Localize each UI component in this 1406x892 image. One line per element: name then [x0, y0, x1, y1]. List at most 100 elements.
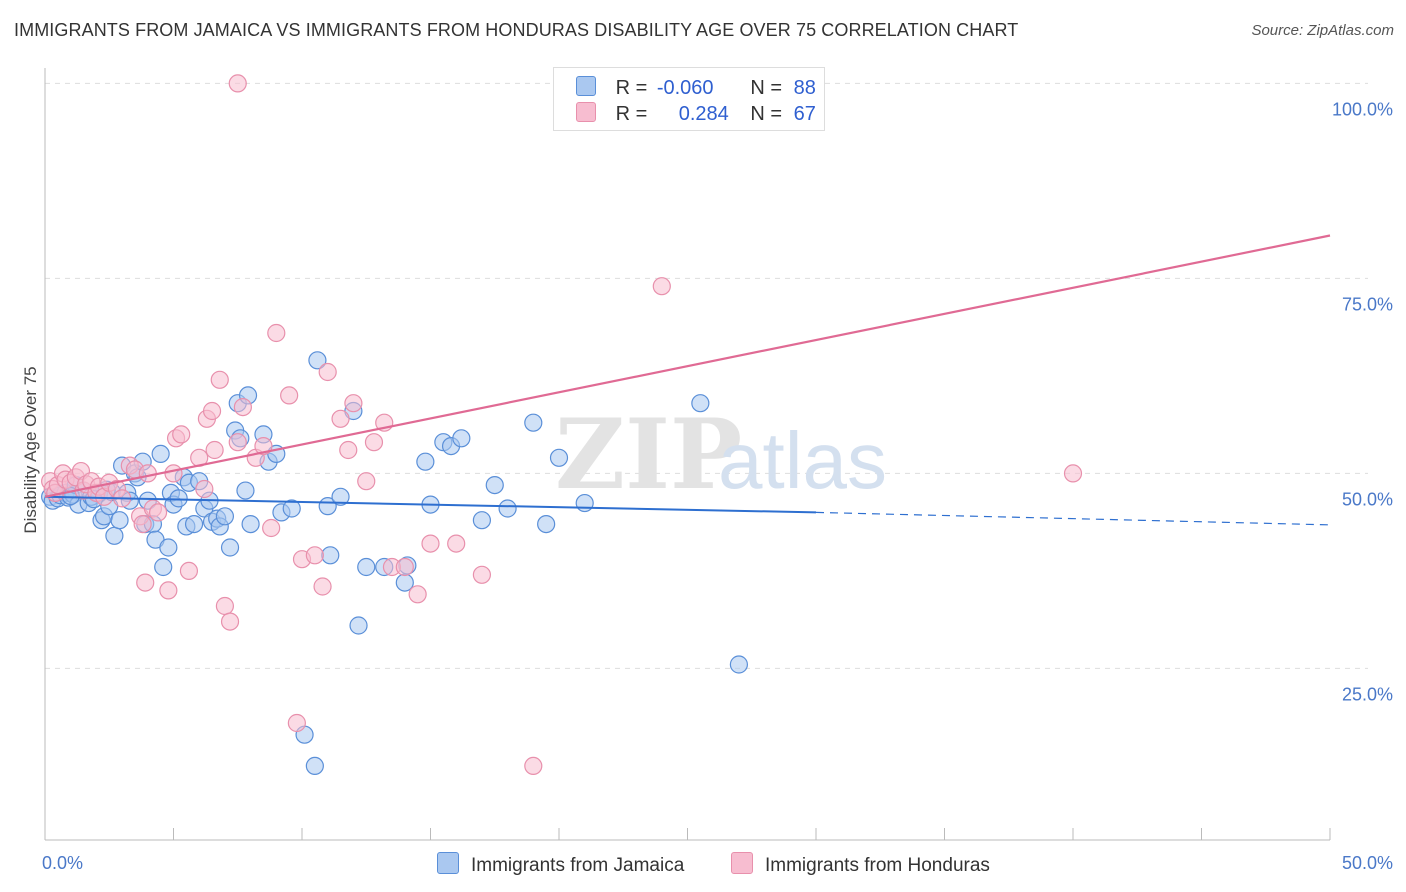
x-tick-labels: 0.0% 50.0% — [42, 853, 1393, 873]
jamaica-point — [151, 444, 170, 463]
jamaica-point — [452, 429, 471, 448]
honduras-point — [136, 573, 155, 592]
jamaica-swatch — [576, 76, 596, 96]
jamaica-point — [184, 514, 204, 534]
watermark-atlas: atlas — [718, 416, 887, 505]
y-tick-label: 50.0% — [1342, 489, 1393, 509]
honduras-point — [202, 401, 222, 421]
correlation-legend: R = -0.060 N = 88 R = 0.284 N = 67 — [553, 67, 825, 131]
jamaica-point — [236, 481, 255, 500]
jamaica-point — [485, 476, 504, 495]
y-tick-labels: 25.0% 50.0% 75.0% 100.0% — [1332, 99, 1393, 704]
honduras-point — [138, 464, 157, 483]
legend-label-honduras: Immigrants from Honduras — [765, 855, 990, 876]
chart-title: IMMIGRANTS FROM JAMAICA VS IMMIGRANTS FR… — [14, 20, 1019, 40]
jamaica-trend-extension — [815, 511, 1331, 526]
honduras-point — [148, 503, 168, 522]
honduras-point — [159, 581, 178, 600]
y-axis-label: Disability Age Over 75 — [21, 366, 40, 533]
legend-item-honduras: Immigrants from Honduras — [731, 852, 990, 877]
honduras-point — [179, 561, 199, 581]
jamaica-point — [498, 499, 517, 518]
legend-r-value: 0.284 — [678, 103, 729, 125]
jamaica-point — [549, 448, 569, 467]
legend-item-jamaica: Immigrants from Jamaica — [437, 852, 684, 877]
jamaica-point — [575, 493, 594, 513]
source-label: Source: ZipAtlas.com — [1251, 22, 1394, 39]
honduras-point — [220, 612, 240, 631]
jamaica-point — [357, 557, 376, 577]
legend-r-label: R = — [615, 103, 648, 125]
legend-n-value: 88 — [793, 77, 816, 99]
jamaica-point — [169, 489, 188, 508]
honduras-point — [472, 565, 491, 584]
honduras-point — [408, 585, 427, 604]
honduras-swatch — [576, 102, 596, 122]
honduras-point — [1063, 464, 1083, 483]
honduras-point — [395, 557, 414, 577]
jamaica-point — [349, 616, 368, 635]
legend-row-honduras: R = 0.284 N = 67 — [576, 102, 816, 128]
jamaica-point — [220, 538, 240, 557]
jamaica-point — [105, 526, 124, 545]
legend-label-jamaica: Immigrants from Jamaica — [471, 855, 685, 876]
honduras-point — [652, 277, 671, 296]
honduras-point — [172, 425, 191, 444]
honduras-point — [331, 409, 350, 428]
honduras-point — [364, 433, 384, 452]
jamaica-point — [691, 394, 710, 413]
jamaica-point — [524, 413, 543, 432]
jamaica-point — [154, 557, 173, 577]
honduras-point — [164, 464, 183, 483]
jamaica-point — [331, 487, 350, 506]
honduras-point — [313, 577, 332, 596]
jamaica-point — [729, 655, 749, 674]
honduras-point — [195, 479, 214, 499]
jamaica-point — [110, 511, 129, 530]
legend-row-jamaica: R = -0.060 N = 88 — [576, 76, 816, 102]
x-tick-label-min: 0.0% — [42, 853, 83, 873]
honduras-point — [262, 518, 281, 538]
jamaica-point — [321, 546, 340, 565]
legend-n-label: N = — [750, 77, 783, 99]
axes — [44, 68, 1331, 841]
legend-r-value: -0.060 — [656, 77, 714, 99]
honduras-point — [215, 596, 234, 616]
jamaica-point — [241, 514, 260, 534]
legend-r-label: R = — [615, 77, 648, 99]
x-tick-label-max: 50.0% — [1342, 853, 1393, 873]
honduras-point — [357, 472, 376, 491]
legend-n-label: N = — [750, 103, 783, 125]
honduras-point — [254, 437, 273, 456]
honduras-point — [205, 440, 224, 460]
honduras-point — [228, 433, 247, 452]
honduras-point — [447, 534, 466, 553]
jamaica-legend-swatch — [437, 852, 459, 874]
honduras-point — [133, 514, 152, 534]
jamaica-trend-line — [44, 495, 817, 514]
honduras-point — [339, 440, 358, 460]
jamaica-point — [416, 452, 435, 471]
jamaica-point — [305, 756, 324, 776]
honduras-point — [210, 370, 229, 389]
honduras-point — [421, 534, 440, 553]
honduras-point — [233, 398, 252, 417]
jamaica-point — [308, 351, 327, 370]
y-tick-label: 75.0% — [1342, 294, 1393, 314]
jamaica-point — [159, 538, 178, 557]
grid-lines — [45, 82, 1368, 669]
trend-lines — [44, 234, 1331, 526]
jamaica-point — [537, 514, 556, 534]
jamaica-point — [282, 499, 301, 518]
honduras-point — [344, 394, 363, 413]
legend-n-value: 67 — [793, 103, 816, 125]
watermark-zip: ZIP — [555, 398, 742, 511]
honduras-point — [305, 546, 324, 565]
jamaica-point — [215, 507, 234, 526]
honduras-point — [267, 323, 286, 343]
honduras-point — [228, 74, 247, 93]
jamaica-point — [472, 511, 491, 530]
honduras-point — [524, 756, 543, 776]
honduras-point — [318, 362, 337, 382]
